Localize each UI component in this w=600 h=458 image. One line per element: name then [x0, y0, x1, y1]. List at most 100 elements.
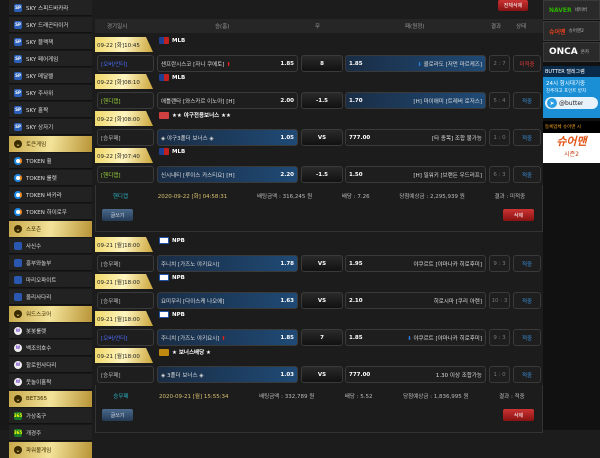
- bet-type: [승무패]: [97, 366, 154, 383]
- draw-option[interactable]: 7: [301, 329, 343, 346]
- game-date: 09-21 [월]18:00: [95, 348, 153, 363]
- draw-option[interactable]: VS: [301, 255, 343, 272]
- telegram-line1: 24시 항시대기중: [546, 81, 586, 87]
- league-name: ★★ 야구전용보너스 ★★: [172, 113, 231, 119]
- sidebar-item-백조의호수[interactable]: W 백조의호수: [9, 340, 92, 356]
- bet-slip-summary: [95, 185, 543, 232]
- league-label: NPB: [159, 311, 185, 318]
- bet365-icon: 365: [13, 411, 23, 420]
- promo-title: 등록업체 슈어맨 시: [543, 121, 600, 133]
- sidebar-item-sky-페어게임[interactable]: SP SKY 페어게임: [9, 51, 92, 67]
- sidebar-item-사신수[interactable]: 사신수: [9, 238, 92, 254]
- post-button[interactable]: 글쓰기: [102, 209, 133, 221]
- draw-option[interactable]: VS: [301, 366, 343, 383]
- away-option[interactable]: 777.00 [타 종목] 조합 불가능: [345, 129, 486, 146]
- sidebar-item-token-하이로우[interactable]: TOKEN 하이로우: [9, 204, 92, 220]
- sidebar-item-봇봇룰렛[interactable]: W 봇봇룰렛: [9, 323, 92, 339]
- sidebar-item-sky-블랙잭[interactable]: SP SKY 블랙잭: [9, 34, 92, 50]
- sidebar-item-sky-스피드바카라[interactable]: SP SKY 스피드바카라: [9, 0, 92, 16]
- away-odds: 2.10: [349, 297, 363, 304]
- post-button[interactable]: 글쓰기: [102, 409, 133, 421]
- home-option[interactable]: 샌프란시스코 [자니 쿠에토] ⬆ 1.85: [157, 55, 298, 72]
- sidebar-item-sky-메달렐[interactable]: SP SKY 메달렐: [9, 68, 92, 84]
- table-header: 경기일시 승(홈) 무 패(원정) 결과 상태: [95, 19, 543, 33]
- sidebar-item-label: SKY 블랙잭: [26, 39, 54, 46]
- home-odds: 1.05: [280, 134, 294, 141]
- telegram-icon: ➤: [547, 98, 557, 108]
- banner-슈어맨[interactable]: 슈어맨 슈어맨2: [543, 21, 600, 41]
- league-flag-icon: [159, 274, 169, 281]
- game-date: 09-22 [화]08:00: [95, 111, 153, 126]
- home-option[interactable]: 애틀랜타 [와스카르 이노아] [H] 2.00: [157, 92, 298, 109]
- delete-button[interactable]: 삭제: [503, 209, 534, 221]
- away-odds: 1.85: [349, 60, 363, 67]
- league-name: NPB: [172, 237, 185, 244]
- status: 미적중: [513, 55, 541, 72]
- sidebar-section-bet365[interactable]: ⌄ BET365: [9, 391, 92, 407]
- draw-option[interactable]: VS: [301, 129, 343, 146]
- sidebar-item-sky-홀짝[interactable]: SP SKY 홀짝: [9, 102, 92, 118]
- summary-datetime: 2020-09-21 [월] 15:55:34: [159, 394, 229, 400]
- sidebar-item-token-바카라[interactable]: TOKEN 바카라: [9, 187, 92, 203]
- sidebar-item-label: 마리오파이트: [26, 277, 57, 284]
- delete-all-button[interactable]: 전체삭제: [498, 0, 528, 11]
- home-option[interactable]: 요미우리 [다이스케 나오에] 1.63: [157, 292, 298, 309]
- telegram-title: BUTTER 텔레그램: [543, 66, 600, 77]
- sidebar-item-label: 백조의호수: [26, 345, 52, 352]
- sidebar-section-토큰게임[interactable]: ⌄ 토큰게임: [9, 136, 92, 152]
- away-option[interactable]: 777.00 1.30 이상 조합가능: [345, 366, 486, 383]
- home-option[interactable]: ◈ 3폴더 보너스 ◈ 1.03: [157, 366, 298, 383]
- draw-option[interactable]: 8: [301, 55, 343, 72]
- away-team: 야쿠르트 [야마나카 히로후미]: [413, 261, 482, 268]
- draw-option[interactable]: -1.5: [301, 166, 343, 183]
- sidebar-section-파워볼게임[interactable]: ⌄ 파워볼게임: [9, 442, 92, 458]
- banner-sub: 온카: [580, 50, 590, 55]
- away-option[interactable]: 1.85 ⬇ 콜로라도 [저먼 마르케즈]: [345, 55, 486, 72]
- home-option[interactable]: 신시내티 [루이스 카스티요] [H] 2.20: [157, 166, 298, 183]
- sidebar-item-sky-주사위[interactable]: SP SKY 주사위: [9, 85, 92, 101]
- sidebar-item-할로윈사다리[interactable]: W 할로윈사다리: [9, 357, 92, 373]
- promo-banner[interactable]: 등록업체 슈어맨 시 슈어맨 시즌2: [543, 121, 600, 163]
- square-game-icon: [14, 292, 22, 301]
- sidebar-item-label: SKY 페어게임: [26, 56, 59, 63]
- sidebar-item-label: SKY 주사위: [26, 90, 54, 97]
- sidebar-item-token-휠[interactable]: TOKEN 휠: [9, 153, 92, 169]
- sidebar-item-token-룰렛[interactable]: TOKEN 룰렛: [9, 170, 92, 186]
- away-option[interactable]: 1.70 [H] 마이애미 [트레버 로저스]: [345, 92, 486, 109]
- table-row: [오버/언더] 주니치 [가즈노 야키요시] ⬆ 1.85 7 1.85 ⬇ 야쿠르트 […: [95, 329, 543, 346]
- sidebar-item-웃놀이홀짝[interactable]: W 웃놀이홀짝: [9, 374, 92, 390]
- square-game-icon: [14, 241, 22, 250]
- sp-icon: SP: [14, 20, 22, 29]
- home-option[interactable]: ◈ 야구3폴더 보너스 ◈ 1.05: [157, 129, 298, 146]
- draw-option[interactable]: -1.5: [301, 92, 343, 109]
- sidebar-section-워드스코어[interactable]: ⌄ 워드스코어: [9, 306, 92, 322]
- sidebar-item-개경주[interactable]: 365 개경주: [9, 425, 92, 441]
- sidebar-item-sky-드래곤타이거[interactable]: SP SKY 드래곤타이거: [9, 17, 92, 33]
- summary-datetime: 2020-09-22 [화] 04:58:31: [157, 194, 228, 200]
- sp-icon: SP: [14, 105, 22, 114]
- away-option[interactable]: 1.85 ⬇ 야쿠르트 [야마나카 히로후미]: [345, 329, 486, 346]
- home-team: 주니치 [가즈노 야키요시] ⬆: [161, 335, 226, 342]
- sidebar-item-올리사다리[interactable]: 올리사다리: [9, 289, 92, 305]
- away-team: [H] 밀워키 [브랜든 우드러프]: [413, 172, 482, 179]
- score: 1 : 0: [489, 129, 510, 146]
- banner-onca[interactable]: ONCA 온카: [543, 42, 600, 62]
- sidebar-item-가상축구[interactable]: 365 가상축구: [9, 408, 92, 424]
- away-option[interactable]: 2.10 히로시마 [쿠리 아렌]: [345, 292, 486, 309]
- sidebar-item-흥부와놀부[interactable]: 흥부와놀부: [9, 255, 92, 271]
- home-option[interactable]: 주니치 [가즈노 야키요시] ⬆ 1.85: [157, 329, 298, 346]
- draw-option[interactable]: VS: [301, 292, 343, 309]
- sidebar-item-sky-상자기[interactable]: SP SKY 상자기: [9, 119, 92, 135]
- home-option[interactable]: 주니치 [가즈노 야키요시] 1.78: [157, 255, 298, 272]
- sidebar-section-스포츤[interactable]: ⌄ 스포츤: [9, 221, 92, 237]
- home-team: 신시내티 [루이스 카스티요] [H]: [161, 172, 235, 179]
- league-label: NPB: [159, 237, 185, 244]
- w-game-icon: W: [14, 343, 22, 352]
- telegram-banner[interactable]: BUTTER 텔레그램 24시 항시대기중 친추하고 포인트 받자 ➤ @but…: [543, 66, 600, 118]
- away-option[interactable]: 1.50 [H] 밀워키 [브랜든 우드러프]: [345, 166, 486, 183]
- sidebar-item-마리오파이트[interactable]: 마리오파이트: [9, 272, 92, 288]
- banner-naver[interactable]: NAVER 네이버: [543, 0, 600, 20]
- sidebar-item-label: 봇봇룰렛: [26, 328, 47, 335]
- away-option[interactable]: 1.95 야쿠르트 [야마나카 히로후미]: [345, 255, 486, 272]
- delete-button[interactable]: 삭제: [503, 409, 534, 421]
